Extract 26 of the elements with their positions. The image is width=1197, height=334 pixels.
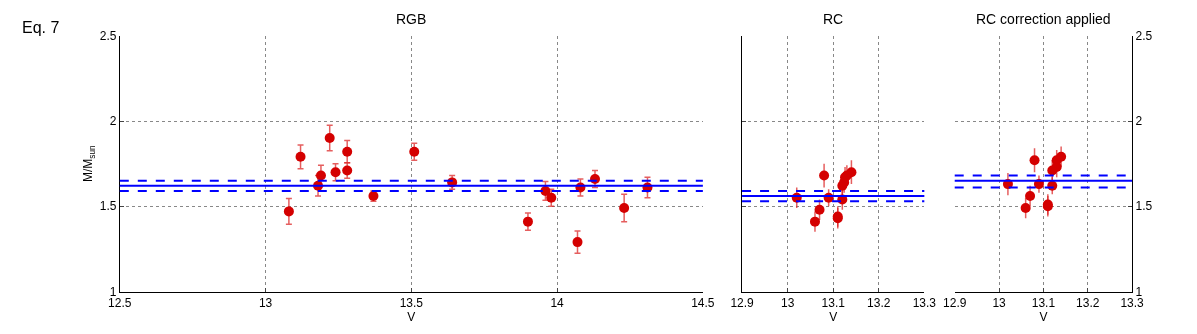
x-tick-label: 12.9 (730, 295, 755, 310)
text: Eq. 7 (22, 19, 60, 36)
x-axis-title: V (1039, 309, 1048, 324)
x-tick-label: 14.5 (691, 295, 715, 310)
y-tick-label: 1.5 (99, 199, 117, 214)
chart-title: RC (823, 11, 844, 27)
x-tick-label: 13.5 (399, 295, 424, 310)
x-tick-label: 14 (550, 295, 565, 310)
chart-title: RGB (396, 11, 427, 27)
chart-title: RC correction applied (976, 11, 1111, 27)
y-tick-label: 1.5 (1135, 199, 1153, 214)
x-tick-label: 13.1 (821, 295, 846, 310)
y-tick-label: 2.5 (99, 28, 117, 43)
x-tick-label: 13 (992, 295, 1007, 310)
x-tick-label: 13 (258, 295, 273, 310)
y-tick-label: 2 (109, 114, 117, 129)
x-tick-label: 13.1 (1031, 295, 1056, 310)
y-tick-label: 2.5 (1135, 28, 1153, 43)
x-tick-label: 13.2 (1076, 295, 1100, 310)
y-tick-label: 2 (1135, 114, 1143, 129)
x-tick-label: 13 (780, 295, 795, 310)
x-tick-label: 13.3 (912, 295, 937, 310)
x-tick-label: 13.2 (867, 295, 891, 310)
x-axis-title: V (407, 309, 416, 324)
x-tick-label: 12.9 (943, 295, 967, 310)
x-axis-title: V (829, 309, 838, 324)
